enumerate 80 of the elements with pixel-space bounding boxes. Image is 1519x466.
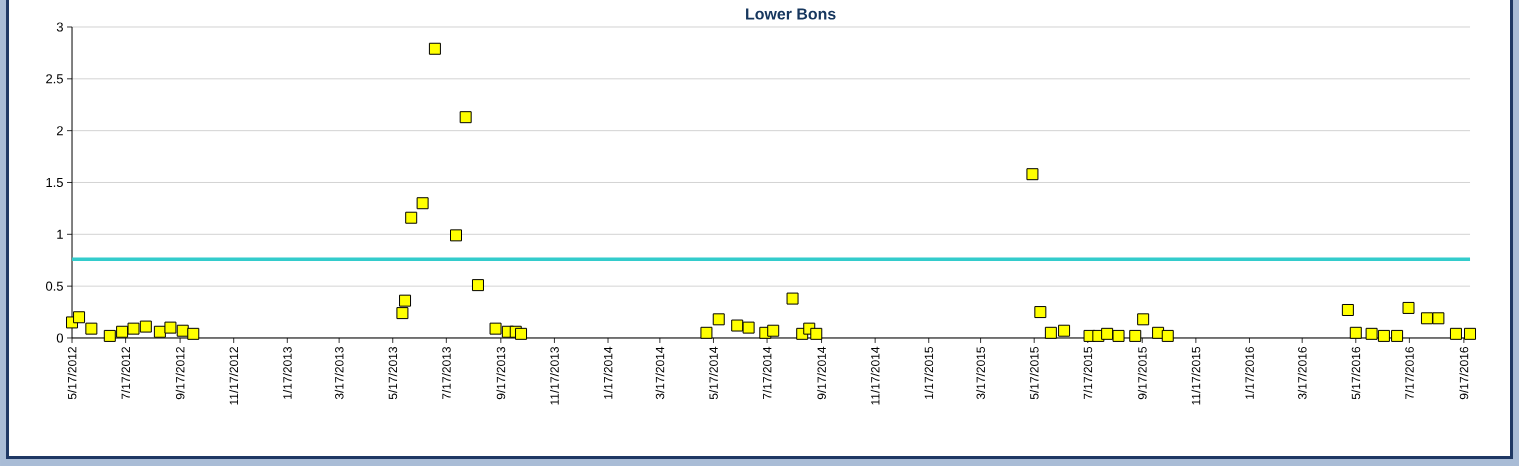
x-tick-label: 9/17/2013 xyxy=(496,347,506,400)
y-tick-label: 1 xyxy=(57,229,63,239)
x-tick-label: 5/17/2013 xyxy=(388,347,398,400)
x-tick-label: 11/17/2015 xyxy=(1191,347,1201,405)
point xyxy=(1432,312,1445,325)
y-tick-label: 2 xyxy=(56,126,63,136)
point xyxy=(1449,327,1462,340)
x-tick-label: 3/17/2013 xyxy=(334,347,344,400)
point xyxy=(127,322,140,335)
x-tick-label: 11/17/2012 xyxy=(229,347,239,405)
point xyxy=(767,324,780,337)
point xyxy=(515,327,528,340)
x-tick-label: 1/17/2015 xyxy=(924,347,934,399)
x-tick-label: 3/17/2015 xyxy=(976,347,985,400)
point xyxy=(399,294,412,307)
point xyxy=(810,327,823,340)
point xyxy=(1101,327,1114,340)
point xyxy=(1402,301,1415,314)
point xyxy=(459,111,472,124)
point xyxy=(1026,168,1039,181)
point xyxy=(153,325,166,338)
point xyxy=(1365,327,1378,340)
x-tick-label: 7/17/2016 xyxy=(1405,347,1414,400)
y-tick-label: 3 xyxy=(56,22,63,32)
point xyxy=(416,197,429,210)
x-tick-label: 3/17/2016 xyxy=(1297,347,1307,400)
point xyxy=(139,320,152,333)
point xyxy=(450,229,463,242)
x-tick-label: 7/17/2014 xyxy=(762,346,772,400)
y-tick-label: 2.5 xyxy=(46,74,63,84)
point xyxy=(1044,326,1057,339)
x-tick-label: 9/17/2012 xyxy=(175,347,185,400)
x-tick-label: 5/17/2012 xyxy=(67,347,77,400)
point xyxy=(1420,312,1433,325)
point xyxy=(405,211,418,224)
x-tick-label: 9/17/2015 xyxy=(1137,347,1147,400)
point xyxy=(731,319,744,332)
point xyxy=(1391,329,1404,342)
point xyxy=(712,313,725,326)
y-tick-label: 1.5 xyxy=(46,177,63,187)
point xyxy=(164,321,177,334)
x-tick-label: 1/17/2014 xyxy=(603,346,613,399)
x-tick-label: 3/17/2014 xyxy=(655,346,665,400)
point xyxy=(187,327,200,340)
point xyxy=(116,325,129,338)
x-tick-label: 5/17/2014 xyxy=(709,346,718,400)
point xyxy=(1377,329,1390,342)
point xyxy=(85,322,98,335)
point xyxy=(1464,327,1477,340)
point xyxy=(1058,324,1071,337)
x-tick-label: 9/17/2016 xyxy=(1459,347,1469,400)
point xyxy=(742,321,755,334)
x-tick-label: 1/17/2013 xyxy=(282,347,292,399)
y-tick-label: 0 xyxy=(56,333,63,343)
point xyxy=(1349,326,1362,339)
point xyxy=(700,326,713,339)
point xyxy=(1161,329,1174,342)
point xyxy=(1034,306,1047,319)
point xyxy=(1129,329,1142,342)
x-tick-label: 9/17/2014 xyxy=(817,346,826,400)
x-tick-label: 5/17/2016 xyxy=(1351,347,1361,400)
x-tick-label: 7/17/2013 xyxy=(441,347,451,400)
point xyxy=(471,279,484,292)
x-tick-label: 11/17/2014 xyxy=(870,346,880,405)
x-tick-label: 7/17/2012 xyxy=(121,347,130,400)
y-tick-label: 0.5 xyxy=(45,281,63,291)
point xyxy=(396,307,409,320)
x-tick-label: 7/17/2015 xyxy=(1083,347,1093,400)
chart-title: Lower Bons xyxy=(746,8,836,20)
x-tick-label: 11/17/2013 xyxy=(550,347,559,405)
point xyxy=(428,42,441,55)
point xyxy=(103,329,116,342)
point xyxy=(1341,303,1354,316)
x-tick-label: 5/17/2015 xyxy=(1029,347,1039,400)
x-tick-label: 1/17/2016 xyxy=(1245,347,1254,399)
point xyxy=(1137,313,1150,326)
point xyxy=(489,322,502,335)
point xyxy=(786,292,799,305)
point xyxy=(1112,329,1125,342)
point xyxy=(73,311,86,324)
